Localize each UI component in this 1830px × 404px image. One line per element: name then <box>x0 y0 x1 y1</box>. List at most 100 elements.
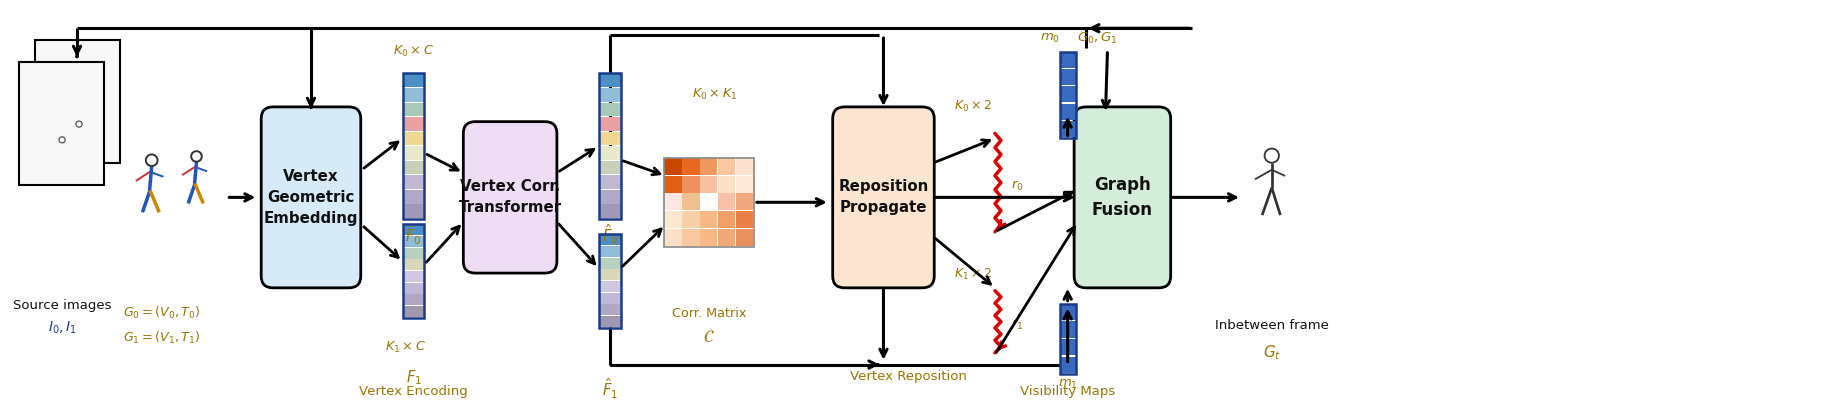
Bar <box>1060 357 1076 373</box>
Bar <box>35 40 119 163</box>
Bar <box>701 176 717 193</box>
Bar <box>1060 69 1076 85</box>
Bar <box>598 103 620 116</box>
Text: Vertex Encoding: Vertex Encoding <box>359 385 468 398</box>
Bar <box>701 211 717 228</box>
FancyBboxPatch shape <box>463 122 556 273</box>
Text: Vertex Reposition: Vertex Reposition <box>849 370 966 383</box>
Bar <box>736 194 754 210</box>
Bar <box>403 271 425 282</box>
Text: $G_1 = (V_1, T_1)$: $G_1 = (V_1, T_1)$ <box>123 330 199 346</box>
Bar <box>403 224 425 318</box>
Text: Reposition
Propagate: Reposition Propagate <box>838 179 928 215</box>
Bar <box>20 62 104 185</box>
Bar <box>403 204 425 218</box>
Bar <box>403 248 425 259</box>
Bar <box>1060 86 1076 102</box>
Bar <box>664 229 681 246</box>
Bar <box>701 194 717 210</box>
Bar <box>598 161 620 175</box>
Text: Corr. Matrix: Corr. Matrix <box>672 307 747 320</box>
Bar <box>598 132 620 145</box>
Text: Vertex
Geometric
Embedding: Vertex Geometric Embedding <box>264 169 359 226</box>
Text: $\mathcal{C}$: $\mathcal{C}$ <box>703 328 716 346</box>
Bar <box>403 117 425 131</box>
Text: $\hat{F}_0$: $\hat{F}_0$ <box>602 223 619 247</box>
Bar <box>598 258 620 269</box>
Bar <box>701 158 717 175</box>
Text: $G_t$: $G_t$ <box>1263 343 1281 362</box>
Text: Vertex Corr.
Transformer: Vertex Corr. Transformer <box>459 179 562 215</box>
Bar <box>403 190 425 204</box>
Bar <box>403 175 425 189</box>
Bar <box>598 269 620 280</box>
FancyBboxPatch shape <box>262 107 361 288</box>
Text: $K_0 \times 2$: $K_0 \times 2$ <box>953 99 992 114</box>
Text: Visibility Maps: Visibility Maps <box>1019 385 1114 398</box>
Bar <box>683 194 699 210</box>
Bar <box>598 175 620 189</box>
Bar <box>598 234 620 328</box>
Bar <box>736 176 754 193</box>
Bar <box>598 117 620 131</box>
Bar <box>1060 303 1076 320</box>
Bar <box>664 194 681 210</box>
Bar <box>403 88 425 102</box>
Bar <box>598 304 620 315</box>
Bar <box>598 146 620 160</box>
Bar <box>717 158 736 175</box>
Text: $m_0$: $m_0$ <box>1039 32 1060 44</box>
Bar <box>683 176 699 193</box>
Bar <box>598 234 620 245</box>
Bar <box>598 74 620 219</box>
Bar <box>403 283 425 294</box>
Text: $K_1 \times 2$: $K_1 \times 2$ <box>953 267 992 282</box>
Text: $r_1$: $r_1$ <box>1010 318 1023 332</box>
Bar <box>403 295 425 305</box>
Bar <box>403 74 425 87</box>
Bar <box>683 211 699 228</box>
Bar <box>664 158 754 246</box>
Bar <box>664 211 681 228</box>
Text: Graph
Fusion: Graph Fusion <box>1093 176 1153 219</box>
Bar <box>598 316 620 327</box>
Bar <box>1060 339 1076 355</box>
Text: $K_0 \times C$: $K_0 \times C$ <box>393 44 434 59</box>
Bar <box>664 176 681 193</box>
Bar <box>403 236 425 247</box>
Bar <box>598 292 620 304</box>
Bar <box>1060 104 1076 120</box>
Text: Source images: Source images <box>13 299 112 312</box>
Bar <box>701 229 717 246</box>
Bar <box>717 194 736 210</box>
Bar <box>1060 52 1076 138</box>
Bar <box>717 211 736 228</box>
Text: $G_0, G_1$: $G_0, G_1$ <box>1078 31 1118 46</box>
Bar <box>736 229 754 246</box>
Bar <box>1060 52 1076 68</box>
Bar <box>736 211 754 228</box>
Bar <box>598 74 620 87</box>
Bar <box>403 259 425 270</box>
Bar <box>598 281 620 292</box>
Text: $r_0$: $r_0$ <box>1010 179 1023 193</box>
Bar <box>403 132 425 145</box>
Bar <box>598 88 620 102</box>
Text: $\hat{F}_1$: $\hat{F}_1$ <box>602 377 619 402</box>
Text: Inbetween frame: Inbetween frame <box>1215 319 1329 332</box>
Bar <box>598 246 620 257</box>
FancyBboxPatch shape <box>1074 107 1171 288</box>
Text: $F_1$: $F_1$ <box>406 368 421 387</box>
Text: $I_0, I_1$: $I_0, I_1$ <box>48 320 77 337</box>
Bar <box>598 190 620 204</box>
Bar <box>1060 303 1076 375</box>
Bar <box>403 146 425 160</box>
Text: $G_0 = (V_0, T_0)$: $G_0 = (V_0, T_0)$ <box>123 305 199 322</box>
Bar <box>1060 321 1076 338</box>
Bar <box>664 158 681 175</box>
Bar <box>683 229 699 246</box>
Bar <box>403 224 425 236</box>
Bar <box>736 158 754 175</box>
Bar <box>403 103 425 116</box>
Text: $K_0 \times K_1$: $K_0 \times K_1$ <box>692 86 737 102</box>
